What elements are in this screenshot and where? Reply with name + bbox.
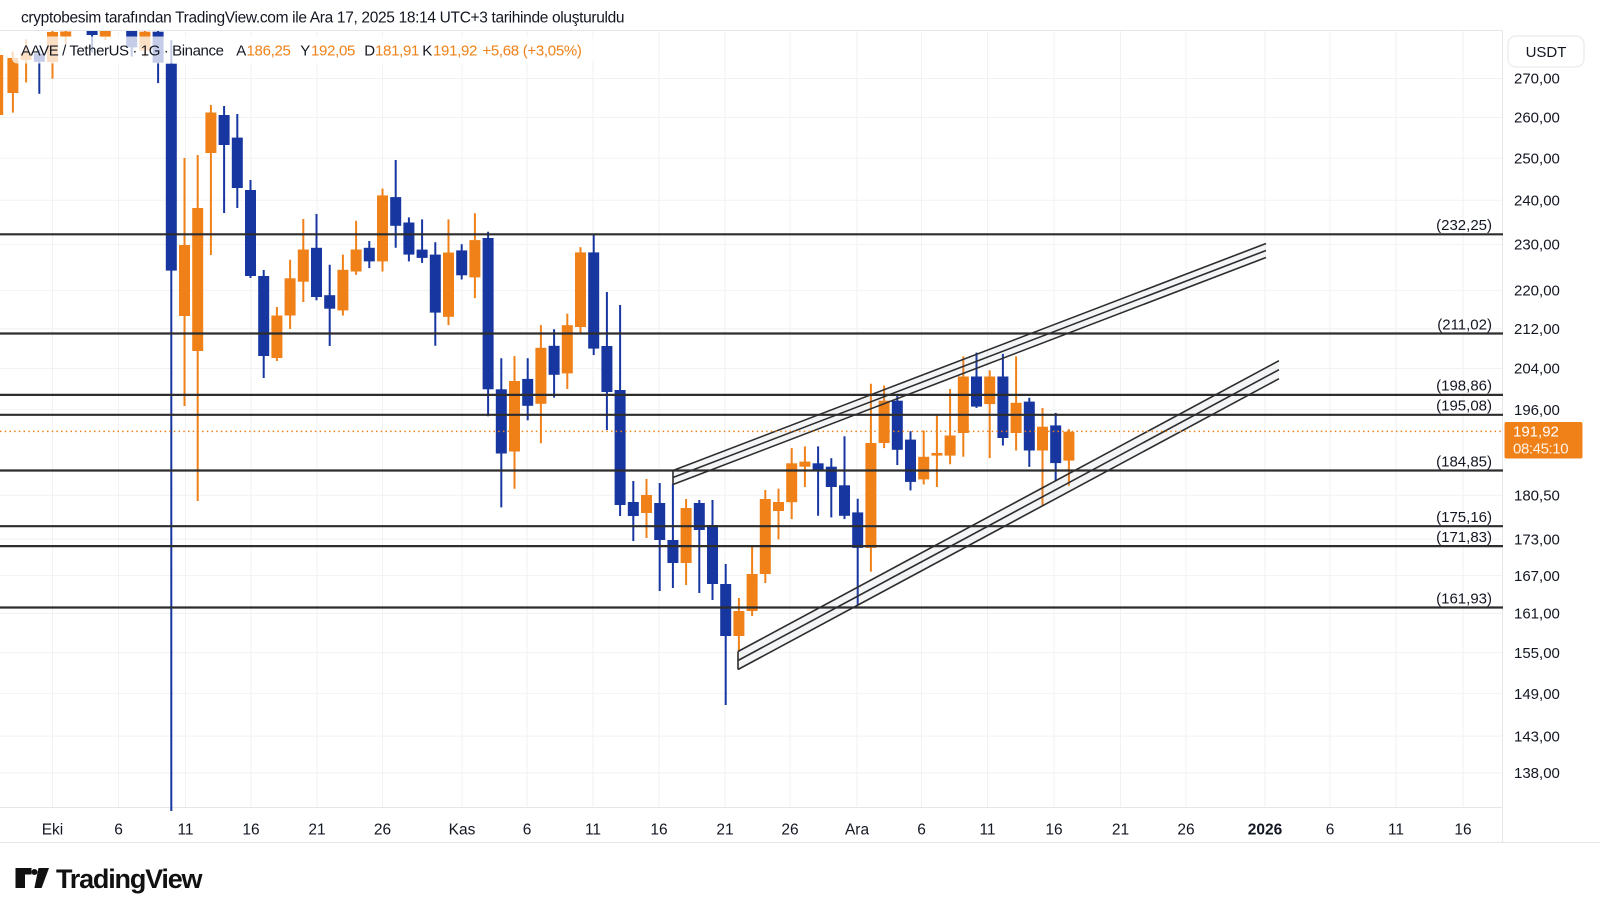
svg-text:230,00: 230,00	[1514, 237, 1560, 254]
svg-text:26: 26	[374, 822, 391, 839]
svg-text:+5,68 (+3,05%): +5,68 (+3,05%)	[482, 43, 582, 60]
svg-text:180,50: 180,50	[1514, 487, 1560, 504]
svg-text:196,00: 196,00	[1514, 402, 1560, 419]
svg-text:AAVE / TetherUS · 1G · Binance: AAVE / TetherUS · 1G · Binance	[21, 43, 224, 60]
svg-text:Kas: Kas	[449, 822, 476, 839]
svg-text:(198,86): (198,86)	[1436, 378, 1492, 395]
svg-text:212,00: 212,00	[1514, 321, 1560, 338]
svg-text:250,00: 250,00	[1514, 150, 1560, 167]
svg-text:USDT: USDT	[1526, 44, 1567, 61]
svg-text:240,00: 240,00	[1514, 193, 1560, 210]
svg-text:204,00: 204,00	[1514, 361, 1560, 378]
svg-text:155,00: 155,00	[1514, 645, 1560, 662]
svg-text:21: 21	[308, 822, 325, 839]
svg-text:26: 26	[1177, 822, 1194, 839]
svg-text:26: 26	[781, 822, 798, 839]
svg-text:21: 21	[716, 822, 733, 839]
svg-text:6: 6	[114, 822, 123, 839]
svg-text:143,00: 143,00	[1514, 728, 1560, 745]
svg-text:(232,25): (232,25)	[1436, 217, 1492, 234]
svg-text:6: 6	[917, 822, 926, 839]
svg-text:173,00: 173,00	[1514, 531, 1560, 548]
svg-text:260,00: 260,00	[1514, 110, 1560, 127]
svg-text:TradingView: TradingView	[56, 864, 204, 894]
svg-text:192,05: 192,05	[311, 43, 355, 60]
svg-text:21: 21	[1112, 822, 1129, 839]
svg-text:270,00: 270,00	[1514, 71, 1560, 88]
svg-text:16: 16	[1454, 822, 1471, 839]
svg-text:2026: 2026	[1248, 822, 1283, 839]
svg-text:186,25: 186,25	[247, 43, 291, 60]
svg-text:(171,83): (171,83)	[1436, 529, 1492, 546]
svg-text:Y: Y	[300, 43, 310, 60]
svg-text:(161,93): (161,93)	[1436, 590, 1492, 607]
svg-text:(184,85): (184,85)	[1436, 453, 1492, 470]
svg-text:(211,02): (211,02)	[1437, 316, 1492, 333]
svg-text:K: K	[422, 43, 432, 60]
svg-text:138,00: 138,00	[1514, 765, 1560, 782]
svg-text:(175,16): (175,16)	[1436, 509, 1492, 526]
svg-text:(195,08): (195,08)	[1436, 398, 1492, 415]
svg-text:cryptobesim tarafından Trading: cryptobesim tarafından TradingView.com i…	[21, 10, 624, 27]
svg-text:220,00: 220,00	[1514, 283, 1560, 300]
svg-text:191,92: 191,92	[433, 43, 477, 60]
svg-text:16: 16	[242, 822, 259, 839]
svg-text:16: 16	[650, 822, 667, 839]
svg-text:6: 6	[1326, 822, 1335, 839]
svg-text:6: 6	[523, 822, 532, 839]
svg-text:Eki: Eki	[42, 822, 64, 839]
svg-text:D: D	[364, 43, 375, 60]
svg-text:11: 11	[1388, 822, 1404, 839]
svg-text:161,00: 161,00	[1514, 606, 1560, 623]
svg-text:08:45:10: 08:45:10	[1513, 441, 1568, 458]
svg-text:149,00: 149,00	[1514, 686, 1560, 703]
svg-text:181,91: 181,91	[375, 43, 419, 60]
svg-text:A: A	[236, 43, 246, 60]
svg-text:16: 16	[1045, 822, 1062, 839]
svg-text:191,92: 191,92	[1513, 424, 1559, 441]
svg-text:11: 11	[585, 822, 601, 839]
svg-text:11: 11	[177, 822, 193, 839]
svg-text:Ara: Ara	[845, 822, 870, 839]
svg-text:11: 11	[979, 822, 995, 839]
svg-text:167,00: 167,00	[1514, 568, 1560, 585]
